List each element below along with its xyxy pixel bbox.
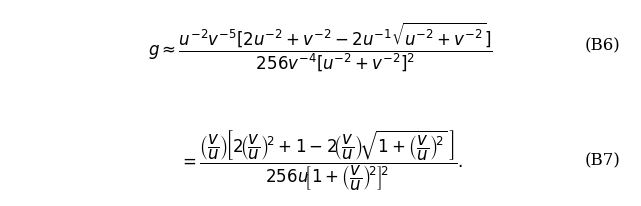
Text: $= \dfrac{\left(\dfrac{v}{u}\right)\!\left[2\!\left(\dfrac{v}{u}\right)^{\!2} + : $= \dfrac{\left(\dfrac{v}{u}\right)\!\le… — [179, 128, 462, 192]
Text: (B6): (B6) — [585, 38, 620, 55]
Text: $g \approx \dfrac{u^{-2}v^{-5}[2u^{-2} + v^{-2} - 2u^{-1}\sqrt{u^{-2} + v^{-2}}]: $g \approx \dfrac{u^{-2}v^{-5}[2u^{-2} +… — [148, 20, 493, 72]
Text: (B7): (B7) — [585, 151, 620, 168]
